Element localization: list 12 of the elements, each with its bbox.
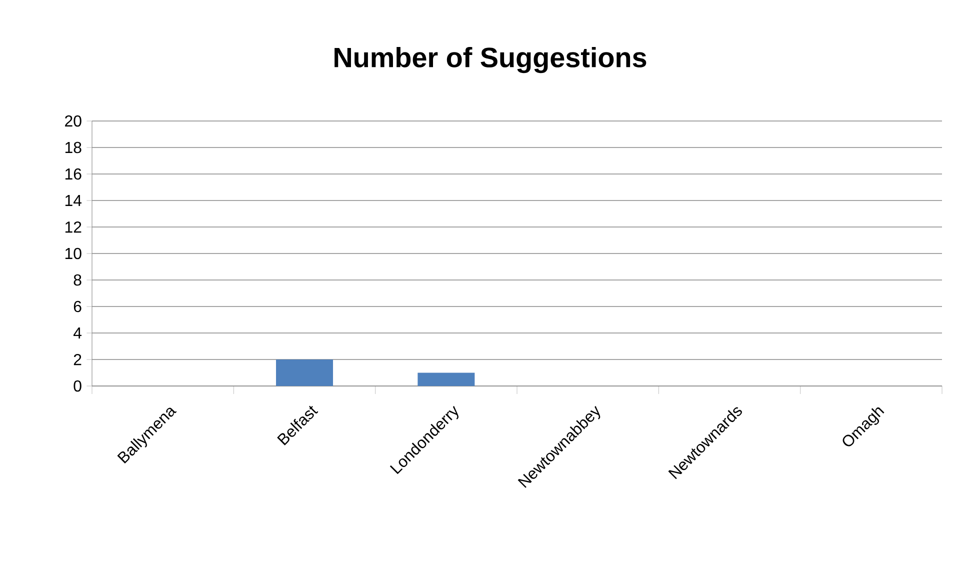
y-tick-label: 10	[65, 248, 82, 260]
y-tick-label: 14	[65, 195, 82, 206]
y-tick-label: 12	[65, 221, 82, 233]
y-tick-label: 8	[74, 274, 82, 286]
y-tick-label: 6	[74, 300, 82, 312]
chart-title: Number of Suggestions	[334, 46, 646, 74]
y-tick-label: 18	[65, 142, 82, 154]
y-tick-label: 4	[73, 328, 82, 338]
y-tick-label: 2	[74, 354, 82, 366]
y-tick-label: 16	[65, 168, 82, 180]
y-tick-label: 0	[74, 380, 82, 392]
y-tick-label: 20	[65, 115, 82, 127]
